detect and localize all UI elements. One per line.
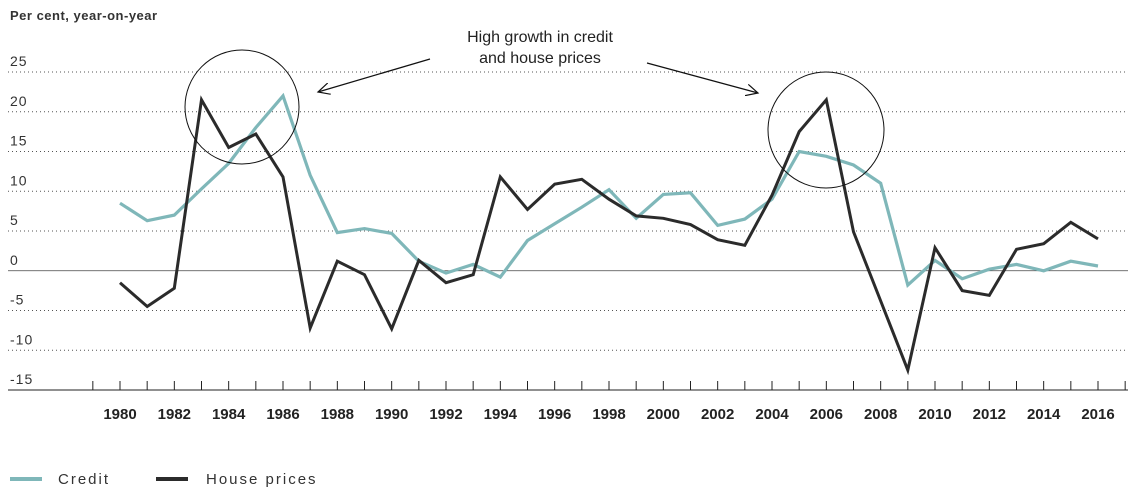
x-tick-label: 2014 [1027, 406, 1061, 423]
annotation-line-2: and house prices [479, 50, 601, 67]
x-tick-label: 1998 [592, 406, 625, 423]
y-tick-label: 15 [10, 133, 28, 149]
x-axis [8, 381, 1128, 391]
series-lines [119, 92, 1099, 376]
annotation-arrow-right [646, 62, 758, 93]
y-tick-label: 20 [10, 93, 28, 109]
x-tick-label: 1986 [266, 406, 299, 423]
legend: Credit House prices [10, 471, 318, 488]
y-tick-label: -15 [10, 371, 33, 387]
x-tick-label: 1984 [212, 406, 246, 423]
y-tick-label: -5 [10, 292, 24, 308]
y-tick-label: -10 [10, 331, 33, 347]
x-tick-label: 2016 [1081, 406, 1114, 423]
x-tick-label: 1988 [321, 406, 354, 423]
y-tick-label: 25 [10, 53, 28, 69]
x-tick-label: 1980 [103, 406, 136, 423]
y-tick-labels: 25 20 15 10 5 0 -5 -10 -15 [10, 53, 33, 387]
annotation-line-1: High growth in credit [467, 29, 613, 46]
x-tick-label: 2012 [973, 406, 1006, 423]
x-tick-label: 2006 [810, 406, 843, 423]
x-tick-label: 1994 [484, 406, 518, 423]
y-axis-title: Per cent, year-on-year [10, 8, 158, 23]
y-tick-label: 5 [10, 212, 19, 228]
legend-label-house-prices: House prices [206, 471, 318, 488]
x-tick-label: 1996 [538, 406, 571, 423]
x-tick-label: 2004 [755, 406, 789, 423]
highlight-circle-1980s [184, 49, 300, 165]
x-tick-label: 2002 [701, 406, 734, 423]
x-tick-label: 2010 [918, 406, 951, 423]
x-tick-label: 1982 [158, 406, 191, 423]
x-tick-label: 2008 [864, 406, 897, 423]
x-tick-label: 1990 [375, 406, 408, 423]
series-line-credit [119, 92, 1099, 289]
gridlines [8, 71, 1128, 351]
x-tick-label: 1992 [429, 406, 462, 423]
x-tick-labels: 1980 1982 1984 1986 1988 1990 1992 1994 1996 1998… [103, 406, 1114, 423]
series-line-house-prices [119, 95, 1099, 376]
x-tick-label: 2000 [647, 406, 680, 423]
highlight-circle-2000s [767, 71, 885, 189]
y-tick-label: 0 [10, 252, 19, 268]
legend-label-credit: Credit [58, 471, 110, 488]
annotation-arrow-left [318, 58, 431, 92]
y-tick-label: 10 [10, 172, 28, 188]
